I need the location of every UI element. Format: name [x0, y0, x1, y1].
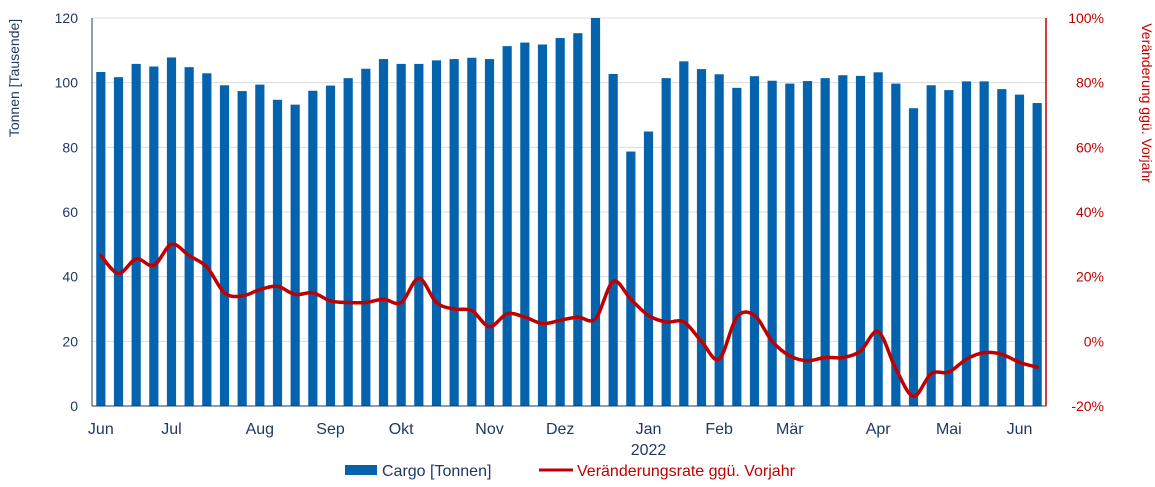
bar [237, 91, 247, 406]
x-tick-label: Apr [866, 421, 892, 438]
bar [679, 61, 689, 406]
bar [820, 78, 830, 406]
bar [149, 66, 159, 406]
bar [255, 84, 265, 407]
y-tick-right: 20% [1076, 269, 1104, 285]
bar [467, 57, 477, 407]
x-tick-label: Jun [1007, 421, 1033, 438]
y-tick-left: 20 [62, 333, 78, 349]
y-tick-left: 100 [55, 75, 79, 91]
bar [396, 63, 406, 406]
bar [113, 77, 124, 407]
x-axis-ticks: Jun Jul Aug Sep Okt Nov Dez Jan Feb Mär Apr Mai Jun 2… [88, 421, 1032, 459]
bar [272, 99, 283, 407]
bar [855, 75, 866, 406]
bar [537, 44, 548, 406]
bar [219, 85, 230, 406]
change-rate-line [99, 242, 1039, 399]
x-tick-label: Mai [936, 421, 962, 438]
bar [1014, 94, 1025, 406]
x-tick-label: Nov [475, 421, 503, 438]
x-year-label: 2022 [631, 442, 667, 459]
bar [290, 104, 300, 407]
y-tick-left: 0 [70, 398, 78, 414]
y-axis-right-title: Veränderung ggü. Vorjahr [1139, 23, 1155, 183]
bar [343, 78, 353, 406]
y-tick-right: 80% [1076, 75, 1104, 91]
bar [520, 42, 530, 406]
bar [749, 76, 760, 406]
bar [378, 59, 389, 407]
bar [767, 80, 777, 406]
bar [838, 75, 848, 406]
x-tick-label: Aug [246, 421, 274, 438]
legend-label-cargo: Cargo [Tonnen] [382, 463, 491, 480]
bar [961, 81, 972, 407]
bar [131, 63, 141, 406]
line-series-change-rate [99, 242, 1039, 399]
bar-series-cargo [96, 18, 1042, 407]
bar [555, 38, 565, 407]
legend-label-change-rate: Veränderungsrate ggü. Vorjahr [577, 463, 796, 480]
bar [732, 87, 742, 406]
y-tick-left: 80 [62, 139, 78, 155]
x-tick-label: Jul [161, 421, 181, 438]
y-tick-left: 40 [62, 269, 78, 285]
bar [590, 18, 601, 406]
bar [608, 73, 618, 406]
bar [626, 151, 636, 406]
x-tick-label: Feb [705, 421, 733, 438]
bar [502, 46, 512, 406]
bar [643, 131, 654, 407]
y-tick-left: 120 [55, 10, 79, 26]
x-tick-label: Mär [776, 421, 804, 438]
bar [202, 73, 212, 406]
y-axis-left-ticks: 0 20 40 60 80 100 120 [55, 10, 79, 414]
bar [166, 57, 177, 406]
y-tick-left: 60 [62, 204, 78, 220]
y-tick-right: 100% [1068, 10, 1104, 26]
bar [873, 72, 883, 406]
bar [891, 83, 901, 406]
bar [573, 33, 583, 406]
bar [431, 60, 442, 407]
axes [91, 18, 1047, 407]
bar [696, 69, 707, 406]
bar [926, 85, 936, 406]
bar [908, 108, 919, 407]
bar [944, 90, 954, 406]
bar [802, 81, 813, 407]
x-tick-label: Dez [546, 421, 574, 438]
bar [997, 89, 1007, 406]
y-axis-left-title: Tonnen [Tausende] [6, 19, 22, 137]
bar [96, 72, 106, 406]
bar [1032, 103, 1042, 406]
bar [308, 90, 318, 406]
bar [714, 74, 724, 406]
bar [785, 83, 795, 406]
x-tick-label: Okt [389, 421, 414, 438]
y-tick-right: -20% [1071, 398, 1104, 414]
bar [361, 68, 371, 406]
gridlines [92, 17, 1046, 342]
x-tick-label: Jan [636, 421, 662, 438]
y-tick-right: 60% [1076, 139, 1104, 155]
bar [414, 63, 424, 406]
y-tick-right: 0% [1084, 333, 1104, 349]
bar [979, 81, 989, 407]
x-tick-label: Jun [88, 421, 114, 438]
y-axis-right-ticks: -20% 0% 20% 40% 60% 80% 100% [1068, 10, 1104, 414]
bar [484, 59, 495, 407]
bar [661, 78, 671, 406]
legend: Cargo [Tonnen] Veränderungsrate ggü. Vor… [345, 463, 796, 480]
bar [184, 67, 194, 407]
x-tick-label: Sep [316, 421, 345, 438]
bar [325, 85, 336, 406]
legend-swatch-cargo [345, 465, 377, 475]
bar [449, 59, 459, 407]
y-tick-right: 40% [1076, 204, 1104, 220]
